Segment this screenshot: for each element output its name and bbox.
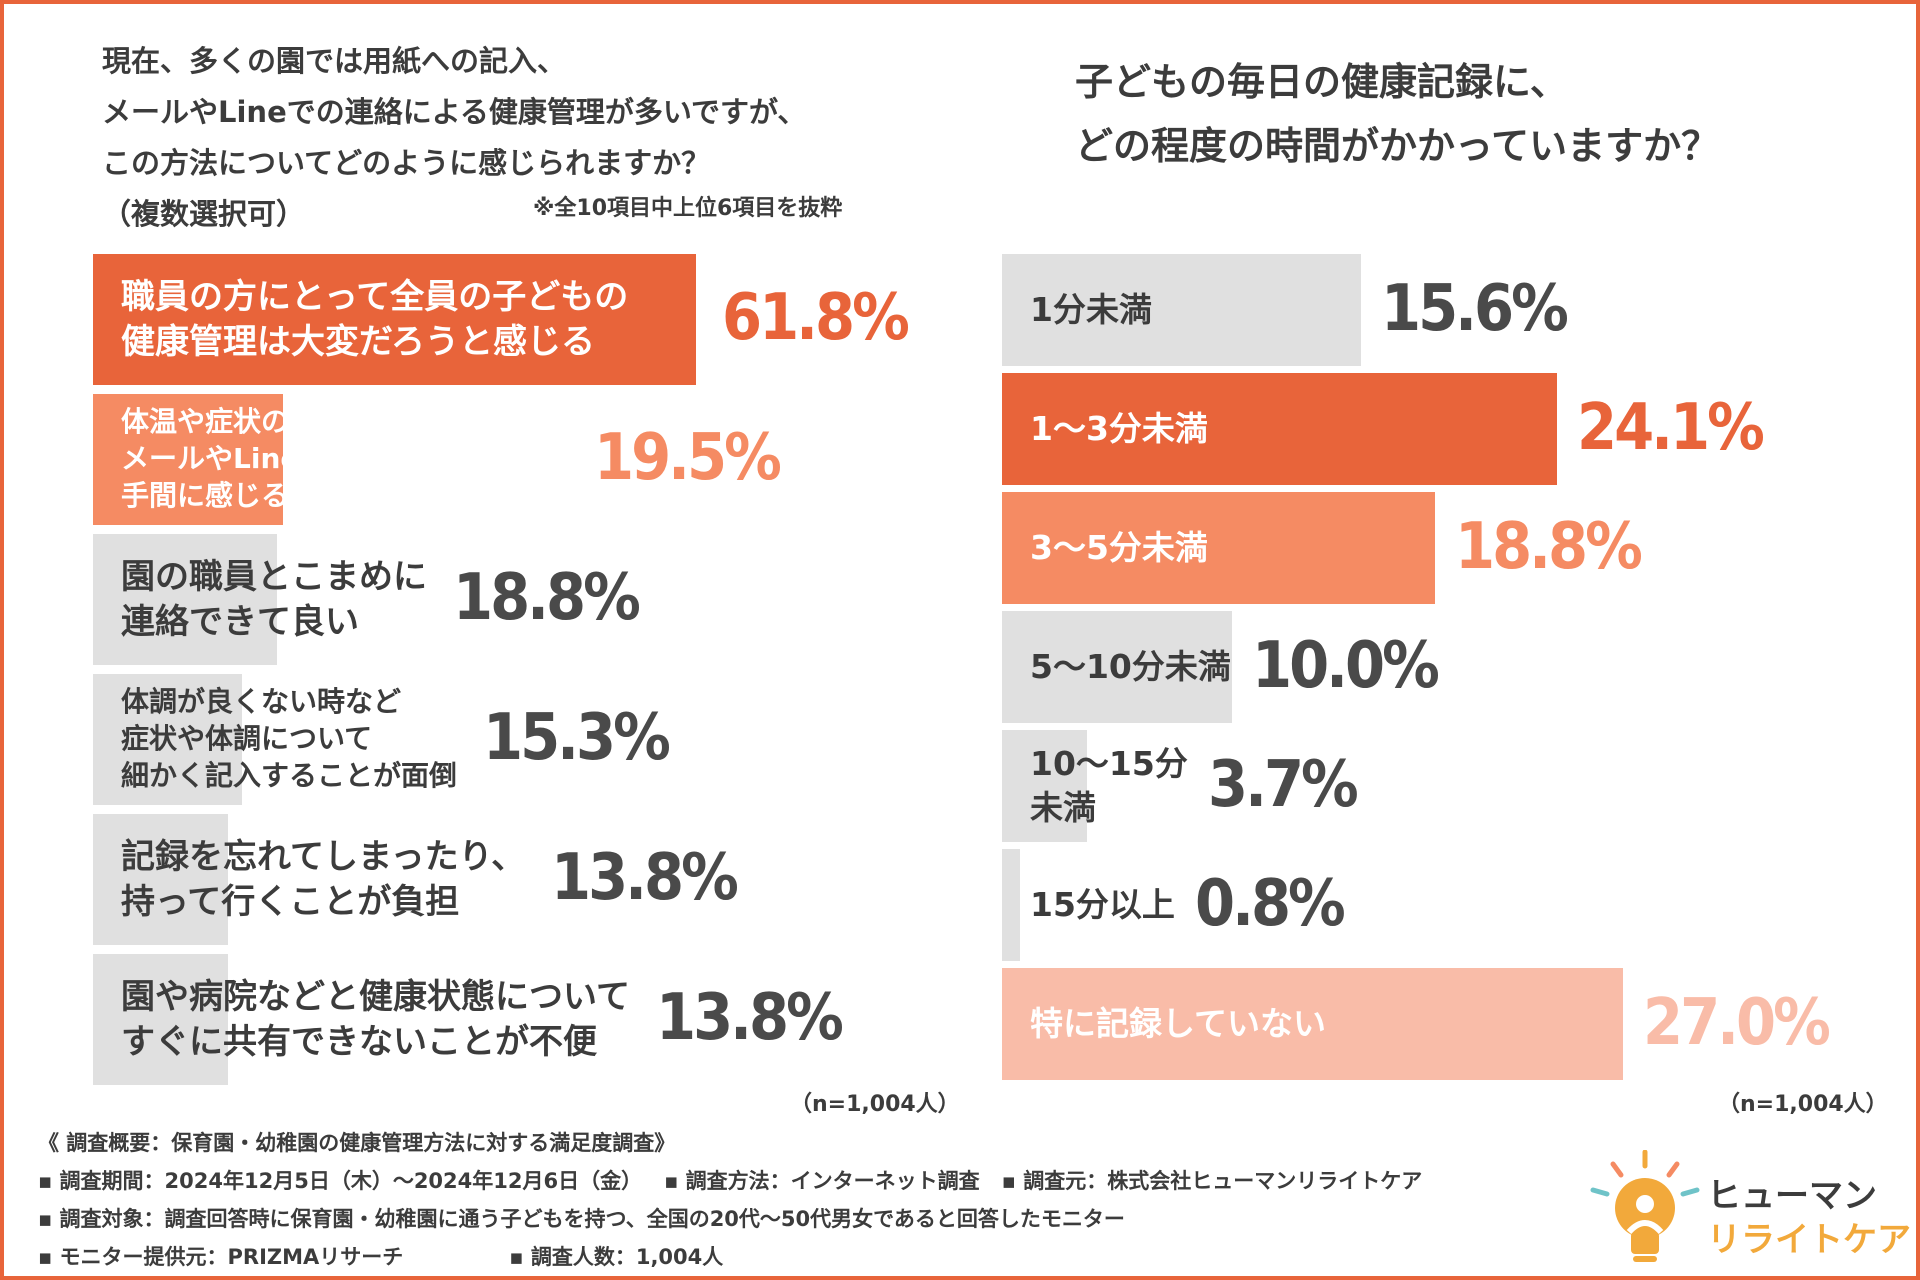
right-category-label-6-line-1: 15分以上 (1030, 885, 1175, 924)
left-bar-2 (93, 394, 283, 525)
right-bar-5 (1002, 730, 1087, 842)
right-category-label-5-line-1: 10〜15分 (1030, 744, 1188, 783)
left-category-label-6-line-1: 園や病院などと健康状態について (121, 977, 630, 1017)
right-category-label-4-line-1: 5〜10分未満 (1030, 647, 1231, 686)
survey-title: 《 調査概要：保育園・幼稚園の健康管理方法に対する満足度調査》 (38, 1131, 676, 1155)
right-bar-4 (1002, 611, 1232, 723)
left-note: ※全10項目中上位6項目を抜粋 (533, 196, 843, 221)
left-category-label-2-line-2: メールやLineでのやり取りが (121, 441, 496, 475)
right-bar-1 (1002, 254, 1361, 366)
survey-target: ▪ 調査対象：調査回答時に保育園・幼稚園に通う子どもを持つ、全国の20代〜50代… (38, 1207, 1125, 1231)
left-value-label-2: 19.5% (594, 421, 782, 495)
right-bar-6 (1002, 849, 1020, 961)
left-category-label-4: 体調が良くない時など 症状や体調について 細かく記入することが面倒 (121, 684, 457, 795)
survey-overview: 《 調査概要：保育園・幼稚園の健康管理方法に対する満足度調査》 ▪ 調査期間：2… (38, 1124, 1422, 1276)
survey-period: ▪ 調査期間：2024年12月5日（木）〜2024年12月6日（金） (38, 1169, 643, 1193)
right-category-label-2: 1〜3分未満 (1030, 407, 1208, 451)
right-value-label-4: 10.0% (1252, 629, 1440, 703)
left-question-line-4: （複数選択可） (102, 197, 306, 231)
left-category-label-2: 体温や症状の記録を毎日書いたり、 メールやLineでのやり取りが 手間に感じる (121, 404, 568, 515)
left-category-label-4-line-2: 症状や体調について (121, 721, 373, 755)
left-sample-size: （n=1,004人） (790, 1092, 960, 1117)
left-category-label-3-line-2: 連絡できて良い (121, 601, 359, 642)
right-value-label-5: 3.7% (1208, 748, 1359, 822)
left-category-label-2-line-1: 体温や症状の記録を毎日書いたり、 (121, 405, 568, 438)
right-category-label-6: 15分以上 (1030, 883, 1175, 927)
right-category-label-2-line-1: 1〜3分未満 (1030, 409, 1208, 448)
right-category-label-5-line-2: 未満 (1030, 787, 1096, 827)
right-bar-2 (1002, 373, 1557, 485)
logo-text-line-1: ヒューマン (1707, 1176, 1877, 1216)
right-question-line-2: どの程度の時間がかかっていますか？ (1075, 124, 1720, 168)
left-value-label-6: 13.8% (656, 981, 844, 1055)
right-category-label-3: 3〜5分未満 (1030, 526, 1208, 570)
left-value-label-4: 15.3% (483, 701, 671, 775)
right-category-label-1-line-1: 1分未満 (1030, 290, 1152, 329)
logo-text-line-2: リライトケア (1707, 1220, 1911, 1260)
left-category-label-6-line-2: すぐに共有できないことが不便 (121, 1021, 597, 1062)
survey-line-4: ▪ モニター提供元：PRIZMAリサーチ ▪ 調査人数：1,004人 (38, 1238, 1422, 1276)
survey-line-2: ▪ 調査期間：2024年12月5日（木）〜2024年12月6日（金） ▪ 調査方法… (38, 1162, 1422, 1200)
left-category-label-6: 園や病院などと健康状態について すぐに共有できないことが不便 (121, 975, 630, 1065)
left-category-label-3: 園の職員とこまめに 連絡できて良い (121, 555, 427, 645)
left-value-label-1: 61.8% (722, 281, 910, 355)
right-question: 子どもの毎日の健康記録に、 どの程度の時間がかかっていますか？ (1075, 50, 1719, 178)
right-category-label-4: 5〜10分未満 (1030, 645, 1231, 689)
right-category-label-7: 特に記録していない (1030, 1002, 1326, 1046)
left-value-label-3: 18.8% (453, 561, 641, 635)
company-logo: ヒューマン リライトケア (1585, 1149, 1915, 1270)
right-value-label-3: 18.8% (1455, 510, 1643, 584)
right-category-label-3-line-1: 3〜5分未満 (1030, 528, 1208, 567)
right-value-label-6: 0.8% (1195, 867, 1346, 941)
survey-method: ▪ 調査方法：インターネット調査 (664, 1169, 980, 1193)
right-value-label-2: 24.1% (1577, 391, 1765, 465)
left-question: 現在、多くの園では用紙への記入、 メールやLineでの連絡による健康管理が多いで… (102, 36, 806, 240)
left-question-line-3: この方法についてどのように感じられますか？ (102, 146, 711, 180)
left-category-label-2-line-3: 手間に感じる (121, 478, 290, 512)
right-category-label-1: 1分未満 (1030, 288, 1152, 332)
left-category-label-3-line-1: 園の職員とこまめに (121, 557, 427, 597)
right-bar-7 (1002, 968, 1623, 1080)
left-category-label-1: 職員の方にとって全員の子どもの 健康管理は大変だろうと感じる (121, 275, 628, 365)
left-question-line-2: メールやLineでの連絡による健康管理が多いですが、 (102, 95, 807, 129)
left-question-line-1: 現在、多くの園では用紙への記入、 (102, 44, 567, 78)
left-category-label-4-line-1: 体調が良くない時など (121, 685, 402, 718)
left-bar-6 (93, 954, 228, 1085)
right-bar-3 (1002, 492, 1435, 604)
lightbulb-logo-icon (1590, 1149, 1700, 1262)
left-bar-1 (93, 254, 696, 385)
right-category-label-7-line-1: 特に記録していない (1030, 1004, 1327, 1043)
left-category-label-5: 記録を忘れてしまったり、 持って行くことが負担 (121, 835, 525, 925)
survey-source: ▪ 調査元：株式会社ヒューマンリライトケア (1001, 1169, 1423, 1193)
right-question-line-1: 子どもの毎日の健康記録に、 (1075, 60, 1568, 104)
left-bar-4 (93, 674, 242, 805)
left-bar-3 (93, 534, 277, 665)
left-category-label-1-line-1: 職員の方にとって全員の子どもの (121, 277, 629, 317)
left-bar-5 (93, 814, 228, 945)
left-category-label-5-line-1: 記録を忘れてしまったり、 (121, 837, 526, 877)
right-value-label-1: 15.6% (1381, 272, 1569, 346)
right-value-label-7: 27.0% (1643, 986, 1831, 1060)
left-category-label-4-line-3: 細かく記入することが面倒 (121, 758, 458, 792)
left-category-label-1-line-2: 健康管理は大変だろうと感じる (121, 321, 595, 362)
right-category-label-5: 10〜15分 未満 (1030, 742, 1188, 829)
left-category-label-5-line-2: 持って行くことが負担 (121, 881, 460, 922)
survey-count: ▪ 調査人数：1,004人 (509, 1245, 724, 1269)
right-sample-size: （n=1,004人） (1718, 1092, 1888, 1117)
survey-provider: ▪ モニター提供元：PRIZMAリサーチ (38, 1245, 404, 1269)
left-value-label-5: 13.8% (551, 841, 739, 915)
